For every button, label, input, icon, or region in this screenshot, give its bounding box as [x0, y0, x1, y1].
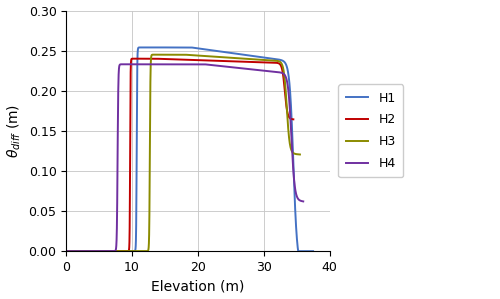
H4 — [106, 249, 112, 253]
H4 — [128, 62, 134, 66]
H1 — [266, 57, 272, 60]
H4 — [218, 64, 224, 68]
H4 — [154, 62, 160, 66]
X-axis label: Elevation (m): Elevation (m) — [151, 280, 244, 293]
H1 — [212, 49, 218, 52]
Legend: H1, H2, H3, H4: H1, H2, H3, H4 — [338, 84, 403, 178]
H4 — [240, 67, 246, 70]
H2 — [250, 60, 256, 64]
H1 — [310, 249, 316, 253]
H1 — [144, 46, 150, 49]
H3 — [106, 249, 112, 253]
H3 — [204, 54, 210, 58]
H1 — [158, 46, 164, 49]
H3 — [152, 53, 158, 57]
H1 — [108, 249, 114, 253]
H4 — [258, 68, 264, 72]
H2 — [135, 57, 141, 60]
Line: H3: H3 — [66, 55, 300, 251]
H3 — [256, 58, 262, 61]
Y-axis label: $\theta_{diff}$ (m): $\theta_{diff}$ (m) — [6, 104, 23, 158]
H2 — [211, 59, 217, 62]
H3 — [297, 153, 303, 156]
Line: H4: H4 — [66, 64, 303, 251]
H4 — [300, 200, 306, 203]
H2 — [290, 118, 296, 121]
H4 — [63, 249, 69, 253]
H2 — [63, 249, 69, 253]
H3 — [158, 53, 164, 57]
H2 — [232, 60, 238, 63]
H1 — [248, 54, 254, 57]
Line: H1: H1 — [66, 48, 313, 251]
H2 — [104, 249, 110, 253]
H3 — [63, 249, 69, 253]
H2 — [200, 59, 205, 62]
H1 — [224, 51, 230, 54]
Line: H2: H2 — [66, 59, 294, 251]
H3 — [216, 55, 222, 59]
H1 — [63, 249, 69, 253]
H4 — [206, 63, 212, 66]
H3 — [238, 57, 244, 60]
H2 — [150, 57, 156, 60]
